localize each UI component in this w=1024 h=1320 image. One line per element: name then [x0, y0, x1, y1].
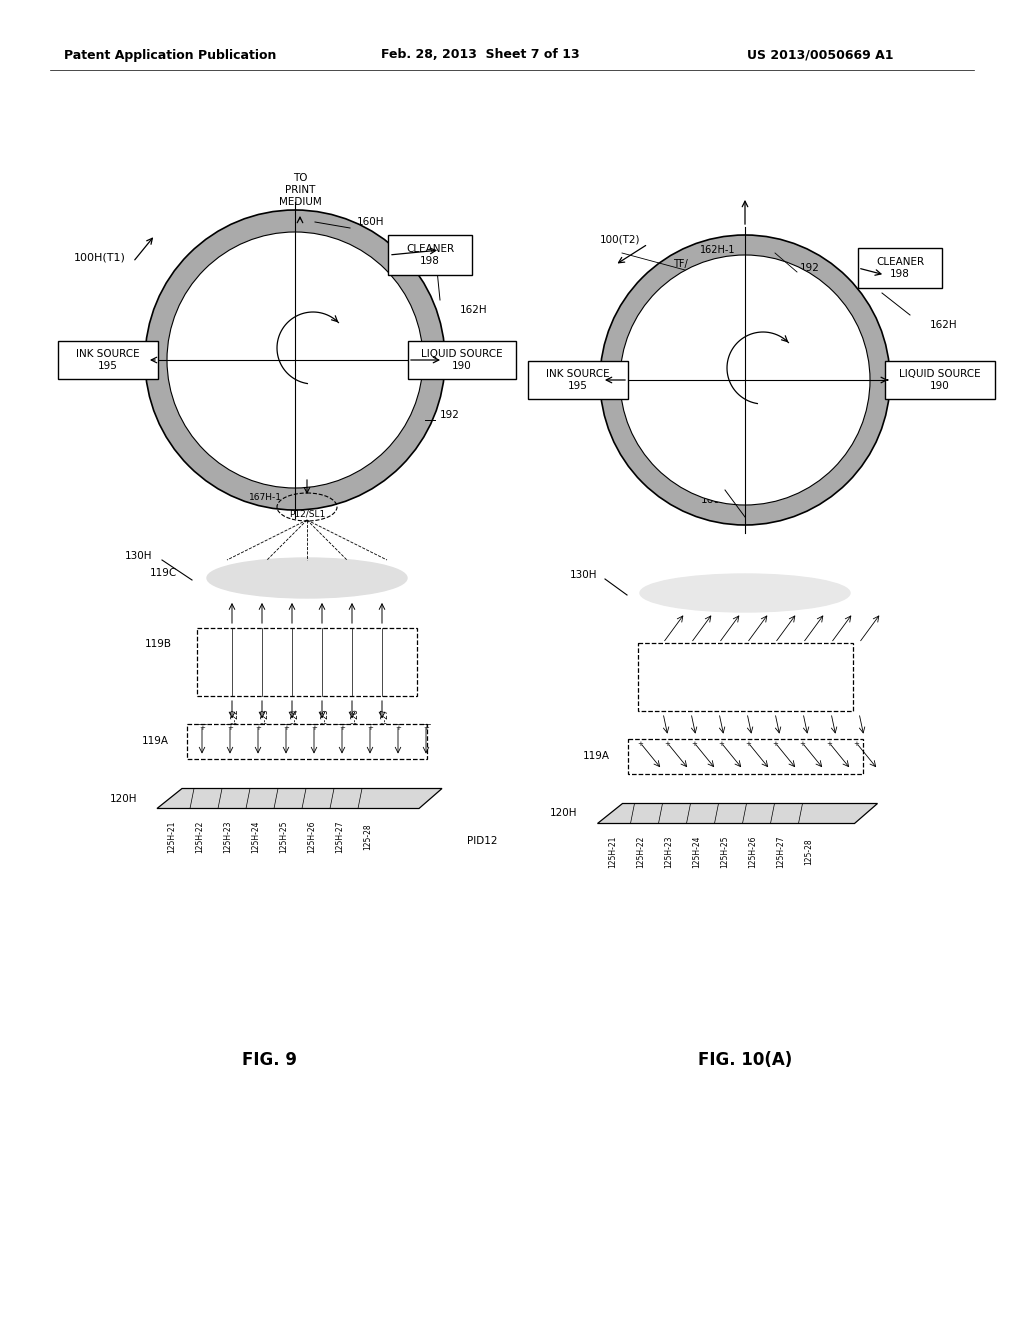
Bar: [628, 738, 862, 774]
Polygon shape: [597, 804, 878, 824]
Text: 125H-25: 125H-25: [280, 820, 289, 853]
Ellipse shape: [167, 232, 423, 488]
Text: INK SOURCE
195: INK SOURCE 195: [546, 370, 610, 391]
Text: 125-28: 125-28: [364, 824, 373, 850]
Text: INK SOURCE
195: INK SOURCE 195: [76, 350, 140, 371]
Text: Patent Application Publication: Patent Application Publication: [63, 49, 276, 62]
Bar: [187, 723, 427, 759]
Text: +: +: [664, 741, 670, 747]
Ellipse shape: [640, 574, 850, 612]
Bar: [197, 628, 417, 696]
Text: 119A: 119A: [142, 737, 169, 746]
Bar: [638, 643, 853, 711]
Text: US 2013/0050669 A1: US 2013/0050669 A1: [746, 49, 893, 62]
Text: 162H: 162H: [460, 305, 487, 315]
Text: +: +: [637, 741, 643, 747]
Text: +: +: [311, 726, 317, 731]
Text: +: +: [853, 741, 859, 747]
Text: 118B-24: 118B-24: [291, 708, 299, 741]
Text: 130H: 130H: [569, 570, 597, 579]
Text: +: +: [395, 726, 401, 731]
Text: 119A: 119A: [583, 751, 609, 762]
Text: 167H-1: 167H-1: [249, 492, 282, 502]
Text: +: +: [745, 741, 751, 747]
Polygon shape: [157, 788, 442, 808]
Text: 162H: 162H: [930, 319, 957, 330]
Text: +: +: [772, 741, 778, 747]
Text: 120H: 120H: [550, 808, 578, 818]
Text: 118B-27: 118B-27: [381, 708, 389, 741]
Ellipse shape: [254, 289, 372, 407]
Text: +: +: [227, 726, 232, 731]
Bar: [528, 360, 628, 399]
Bar: [858, 248, 942, 288]
Text: +: +: [367, 726, 373, 731]
Text: +: +: [826, 741, 831, 747]
Text: Feb. 28, 2013  Sheet 7 of 13: Feb. 28, 2013 Sheet 7 of 13: [381, 49, 580, 62]
Text: +: +: [423, 726, 429, 731]
Text: +: +: [691, 741, 697, 747]
Text: 125-28: 125-28: [804, 838, 813, 865]
Text: 192: 192: [440, 411, 460, 420]
Text: 125H-25: 125H-25: [720, 836, 729, 867]
Text: TF/: TF/: [673, 259, 687, 269]
Ellipse shape: [207, 558, 407, 598]
Text: 197: 197: [640, 399, 659, 409]
Text: 118B-23: 118B-23: [260, 708, 269, 741]
Text: 125H-27: 125H-27: [776, 836, 785, 867]
Text: 160H: 160H: [357, 216, 384, 227]
Text: 125H-21: 125H-21: [168, 820, 176, 853]
Text: FIG. 9: FIG. 9: [243, 1051, 298, 1069]
Text: 130H: 130H: [125, 550, 152, 561]
Text: 125H-27: 125H-27: [336, 820, 344, 853]
Text: PID12: PID12: [467, 836, 498, 846]
Text: 100H(T1): 100H(T1): [74, 253, 126, 263]
Bar: [388, 235, 472, 275]
Text: 160H: 160H: [701, 495, 729, 506]
Text: 125H-24: 125H-24: [692, 836, 701, 867]
Ellipse shape: [620, 255, 870, 506]
Text: 125H-26: 125H-26: [307, 820, 316, 853]
Text: +: +: [718, 741, 724, 747]
Text: 125H-22: 125H-22: [636, 836, 645, 867]
Text: 118B-25: 118B-25: [321, 708, 330, 741]
Text: 120H: 120H: [110, 793, 137, 804]
Text: 118B-26: 118B-26: [350, 708, 359, 741]
Text: 125H-26: 125H-26: [748, 836, 757, 867]
Text: 125H-23: 125H-23: [223, 820, 232, 853]
Text: LIQUID SOURCE
190: LIQUID SOURCE 190: [421, 350, 503, 371]
Bar: [885, 360, 995, 399]
Ellipse shape: [707, 312, 819, 424]
Text: +: +: [283, 726, 289, 731]
Text: TO
PRINT
MEDIUM: TO PRINT MEDIUM: [279, 173, 322, 207]
Bar: [58, 341, 158, 379]
Ellipse shape: [600, 235, 890, 525]
Bar: [408, 341, 516, 379]
Text: 119C: 119C: [150, 568, 177, 578]
Ellipse shape: [145, 210, 445, 510]
Text: 119B: 119B: [145, 639, 172, 649]
Text: +: +: [339, 726, 345, 731]
Text: 100(T2): 100(T2): [599, 235, 640, 246]
Text: 162H-1: 162H-1: [700, 246, 735, 255]
Text: 118B-22: 118B-22: [230, 709, 240, 739]
Text: LIQUID SOURCE
190: LIQUID SOURCE 190: [899, 370, 981, 391]
Text: 125H-24: 125H-24: [252, 820, 260, 853]
Text: FIG. 10(A): FIG. 10(A): [698, 1051, 793, 1069]
Text: 125H-23: 125H-23: [664, 836, 673, 867]
Text: CLEANER
198: CLEANER 198: [406, 244, 454, 265]
Text: +: +: [255, 726, 261, 731]
Text: 125H-21: 125H-21: [608, 836, 617, 867]
Text: +: +: [199, 726, 205, 731]
Text: +: +: [799, 741, 805, 747]
Text: CLEANER
198: CLEANER 198: [876, 257, 924, 279]
Text: 125H-22: 125H-22: [196, 820, 205, 853]
Text: P12/SL1: P12/SL1: [289, 510, 326, 519]
Text: 192: 192: [800, 263, 820, 273]
